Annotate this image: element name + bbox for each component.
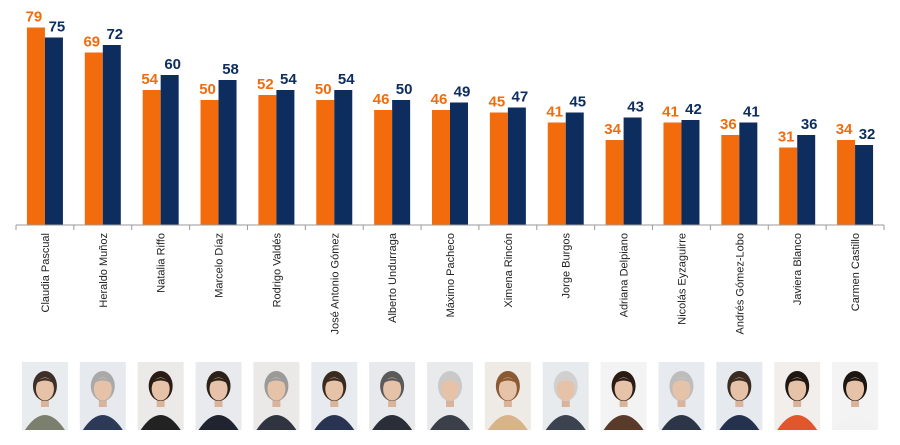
bar-orange-13 [779, 147, 798, 225]
bar-orange-9 [547, 122, 566, 225]
value-label: 45 [489, 94, 506, 111]
person-portrait-icon [600, 362, 647, 430]
bar-navy-0 [44, 37, 63, 225]
value-label: 45 [569, 94, 586, 111]
category-labels-group: Claudia Pascual Heraldo Muñoz Natalia Riff… [40, 232, 862, 334]
value-label: 79 [26, 9, 43, 26]
person-portrait-icon [195, 362, 242, 430]
bar-orange-10 [605, 140, 624, 225]
category-label: Natalia Riffo [156, 233, 168, 293]
bar-orange-14 [837, 140, 856, 225]
category-label: Heraldo Muñoz [98, 233, 110, 308]
bar-navy-7 [450, 102, 468, 225]
bar-orange-11 [663, 122, 682, 225]
bar-navy-3 [218, 80, 237, 225]
value-label: 32 [859, 126, 876, 143]
person-portrait-icon [658, 362, 705, 430]
category-label: Nicolás Eyzaguirre [676, 233, 688, 325]
bar-navy-9 [565, 112, 584, 225]
value-label: 49 [454, 84, 471, 101]
value-label: 42 [685, 101, 702, 118]
person-portrait-icon [542, 362, 589, 430]
category-label: Ximena Rincón [503, 233, 515, 308]
category-label: Claudia Pascual [40, 233, 52, 313]
bar-orange-4 [258, 95, 277, 225]
bar-navy-10 [623, 117, 642, 225]
value-label: 34 [604, 121, 621, 138]
value-label: 54 [338, 71, 355, 88]
bar-navy-12 [739, 122, 758, 225]
bar-navy-5 [334, 90, 353, 225]
value-label: 46 [431, 91, 448, 108]
value-label: 50 [396, 81, 413, 98]
category-label: Adriana Delpiano [619, 233, 631, 317]
person-portrait-icon [774, 362, 821, 430]
bar-navy-8 [507, 107, 526, 225]
bar-orange-1 [84, 52, 103, 225]
category-label: José Antonio Gómez [329, 233, 341, 335]
category-label: Alberto Undurraga [387, 232, 399, 323]
person-portrait-icon [427, 362, 473, 430]
value-label: 43 [627, 99, 644, 116]
value-label: 54 [141, 71, 158, 88]
bar-navy-13 [797, 135, 816, 225]
bar-orange-2 [142, 90, 161, 225]
bar-navy-6 [392, 100, 411, 225]
bar-orange-0 [26, 27, 45, 225]
value-label: 31 [778, 129, 795, 146]
value-label: 52 [257, 76, 274, 93]
portrait-row [21, 362, 879, 430]
bar-navy-4 [276, 90, 295, 225]
category-label: Rodrigo Valdés [271, 233, 283, 308]
person-portrait-icon [137, 362, 184, 430]
bar-orange-7 [432, 110, 450, 225]
value-label: 75 [49, 19, 66, 36]
value-label: 41 [662, 104, 679, 121]
person-portrait-icon [832, 362, 879, 430]
value-label: 54 [280, 71, 297, 88]
person-portrait-icon [21, 362, 68, 430]
value-label: 60 [164, 56, 181, 73]
value-label: 41 [546, 104, 563, 121]
bar-orange-5 [316, 100, 335, 225]
value-label: 72 [106, 26, 123, 43]
category-label: Carmen Castillo [850, 233, 862, 311]
category-label: Andrés Gómez-Lobo [734, 233, 746, 335]
value-labels-group: 79 75 69 72 54 60 50 58 52 54 50 54 46 50 46 49 45 47 41 45… [26, 9, 876, 146]
value-label: 58 [222, 61, 239, 78]
person-portrait-icon [369, 362, 416, 430]
bar-navy-11 [681, 120, 700, 225]
bar-orange-3 [200, 100, 219, 225]
value-label: 69 [83, 34, 100, 51]
bar-navy-1 [102, 45, 121, 225]
category-label: Javiera Blanco [792, 233, 804, 305]
bar-orange-12 [721, 135, 740, 225]
value-label: 50 [315, 81, 332, 98]
x-axis-ticks [15, 225, 885, 230]
category-label: Marcelo Díaz [214, 233, 226, 298]
value-label: 36 [720, 116, 737, 133]
person-portrait-icon [311, 362, 358, 430]
value-label: 46 [373, 91, 390, 108]
person-portrait-icon [716, 362, 763, 430]
value-label: 34 [836, 121, 853, 138]
bar-orange-8 [489, 112, 508, 225]
value-label: 36 [801, 116, 818, 133]
category-label: Jorge Burgos [561, 233, 573, 299]
bars-group [26, 27, 874, 225]
value-label: 50 [199, 81, 216, 98]
category-label: Máximo Pacheco [445, 233, 457, 317]
value-label: 47 [512, 89, 529, 106]
bar-navy-14 [855, 145, 874, 225]
bar-orange-6 [374, 110, 393, 225]
value-label: 41 [743, 104, 760, 121]
person-portrait-icon [484, 362, 531, 430]
person-portrait-icon [253, 362, 300, 430]
person-portrait-icon [79, 362, 126, 430]
bar-navy-2 [160, 75, 179, 225]
